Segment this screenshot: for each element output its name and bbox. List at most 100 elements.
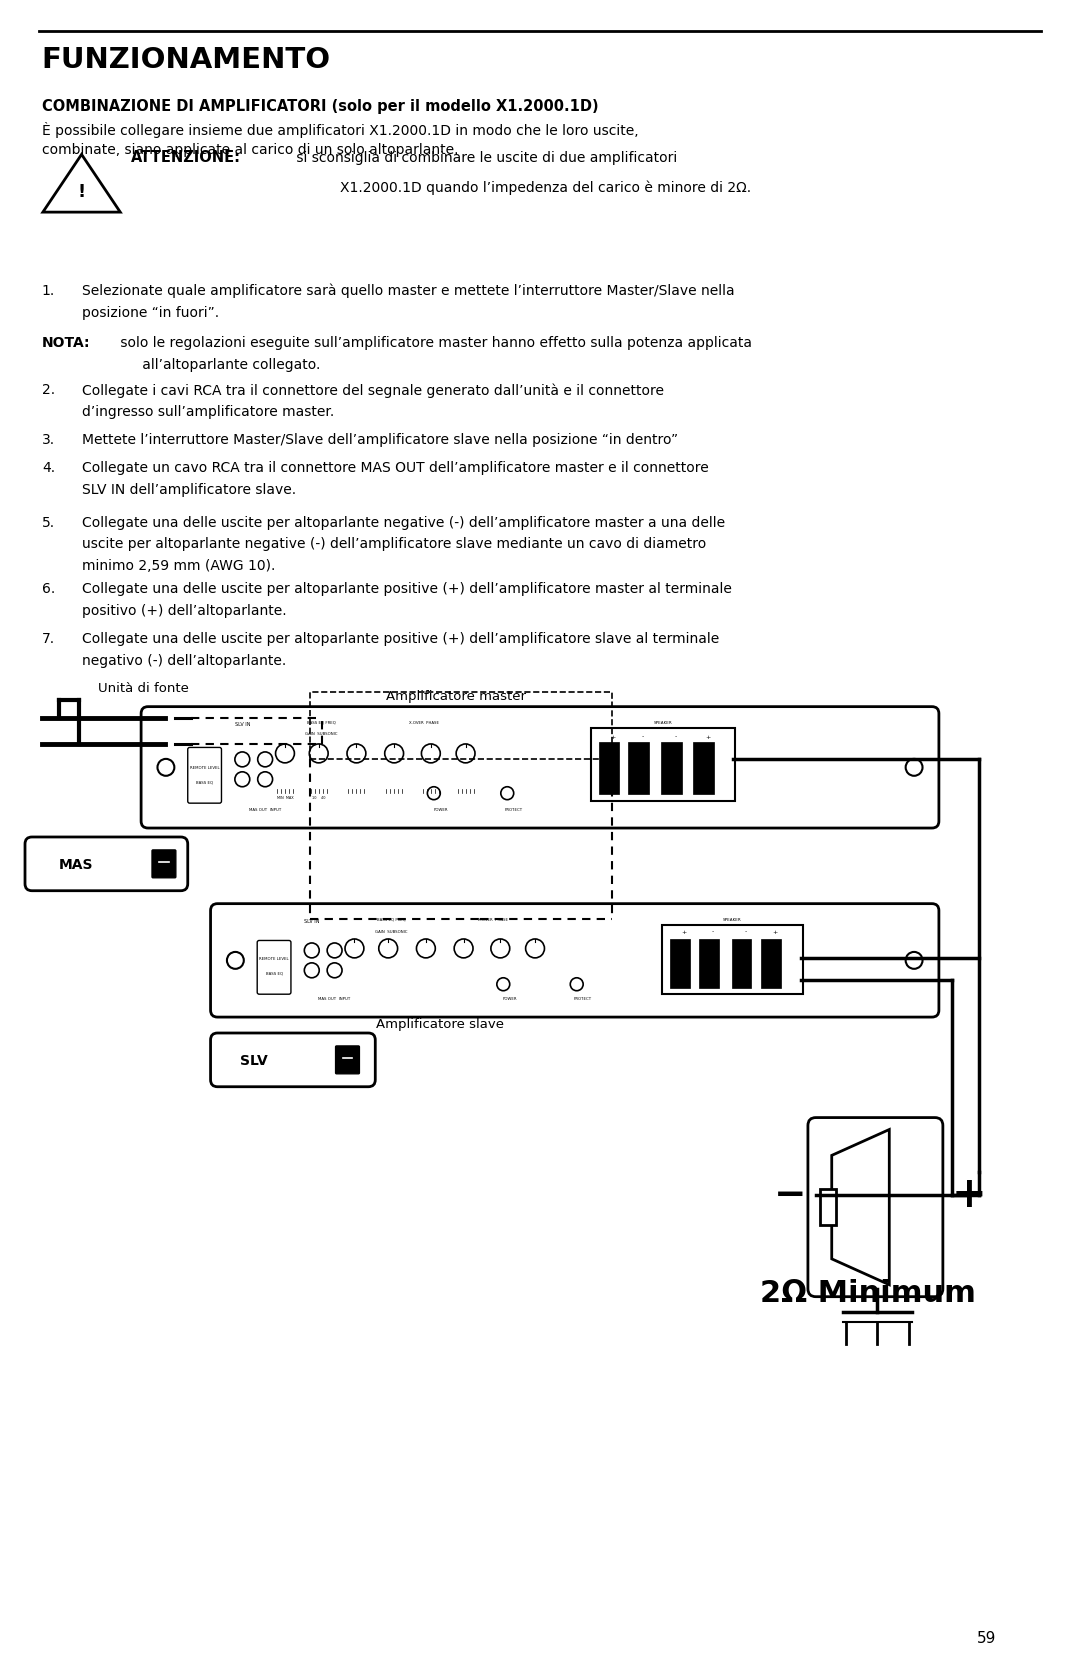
Text: 2.: 2.	[42, 384, 55, 397]
Text: posizione “in fuori”.: posizione “in fuori”.	[82, 305, 218, 320]
FancyBboxPatch shape	[188, 748, 221, 803]
Text: MAS OUT  INPUT: MAS OUT INPUT	[249, 808, 281, 813]
Circle shape	[258, 753, 272, 766]
FancyBboxPatch shape	[147, 709, 177, 724]
Text: Collegate una delle uscite per altoparlante positive (+) dell’amplificatore mast: Collegate una delle uscite per altoparla…	[82, 582, 731, 596]
FancyBboxPatch shape	[591, 728, 735, 801]
Text: Unità di fonte: Unità di fonte	[98, 681, 189, 694]
Circle shape	[327, 943, 342, 958]
Text: MIN  MAX: MIN MAX	[276, 796, 294, 799]
Text: POWER: POWER	[433, 808, 448, 813]
Text: SPEAKER: SPEAKER	[724, 918, 742, 921]
Text: solo le regolazioni eseguite sull’amplificatore master hanno effetto sulla poten: solo le regolazioni eseguite sull’amplif…	[117, 337, 753, 350]
Circle shape	[227, 951, 244, 968]
Text: 5.: 5.	[42, 516, 55, 529]
FancyBboxPatch shape	[211, 903, 939, 1016]
Text: 10    40: 10 40	[312, 796, 325, 799]
Text: si sconsiglia di combinare le uscite di due amplificatori: si sconsiglia di combinare le uscite di …	[292, 152, 677, 165]
FancyBboxPatch shape	[808, 1118, 943, 1297]
Circle shape	[906, 951, 922, 968]
Text: -: -	[712, 930, 714, 935]
Text: 7.: 7.	[42, 633, 55, 646]
Text: SLV IN dell’amplificatore slave.: SLV IN dell’amplificatore slave.	[82, 482, 296, 497]
Text: NOTA:: NOTA:	[42, 337, 91, 350]
Circle shape	[345, 940, 364, 958]
Text: REMOTE LEVEL: REMOTE LEVEL	[190, 766, 219, 771]
Text: MAS: MAS	[58, 858, 93, 873]
Text: SPEAKER: SPEAKER	[653, 721, 673, 724]
Text: uscite per altoparlante negative (-) dell’amplificatore slave mediante un cavo d: uscite per altoparlante negative (-) del…	[82, 537, 706, 551]
Circle shape	[421, 744, 441, 763]
Text: -: -	[744, 930, 746, 935]
Text: Selezionate quale amplificatore sarà quello master e mettete l’interruttore Mast: Selezionate quale amplificatore sarà que…	[82, 284, 734, 299]
Text: Collegate i cavi RCA tra il connettore del segnale generato dall’unità e il conn: Collegate i cavi RCA tra il connettore d…	[82, 384, 663, 397]
Text: -: -	[643, 734, 645, 739]
Text: X-OVER  PHASE: X-OVER PHASE	[478, 918, 509, 921]
Circle shape	[234, 753, 249, 766]
FancyBboxPatch shape	[147, 738, 177, 753]
Polygon shape	[832, 1130, 889, 1285]
Text: Amplificatore master: Amplificatore master	[387, 689, 526, 703]
Circle shape	[417, 940, 435, 958]
Circle shape	[497, 978, 510, 991]
Text: SLV: SLV	[241, 1055, 268, 1068]
Text: -: -	[675, 734, 677, 739]
FancyBboxPatch shape	[257, 940, 291, 995]
Text: minimo 2,59 mm (AWG 10).: minimo 2,59 mm (AWG 10).	[82, 559, 275, 574]
Circle shape	[379, 940, 397, 958]
Text: ATTENZIONE:: ATTENZIONE:	[131, 150, 241, 165]
FancyBboxPatch shape	[661, 743, 681, 794]
Text: 6.: 6.	[42, 582, 55, 596]
Circle shape	[347, 744, 366, 763]
Text: d’ingresso sull’amplificatore master.: d’ingresso sull’amplificatore master.	[82, 406, 334, 419]
Circle shape	[384, 744, 404, 763]
FancyBboxPatch shape	[336, 1046, 360, 1073]
Text: SLV IN: SLV IN	[305, 918, 320, 923]
Text: GAIN  SUBSONIC: GAIN SUBSONIC	[375, 930, 407, 933]
Circle shape	[526, 940, 544, 958]
Text: BASS EQ FREQ: BASS EQ FREQ	[308, 721, 336, 724]
Text: 59: 59	[976, 1631, 996, 1646]
FancyBboxPatch shape	[699, 940, 718, 988]
Circle shape	[234, 771, 249, 786]
Text: SLV IN: SLV IN	[234, 721, 251, 726]
Text: +: +	[772, 930, 778, 935]
Text: −: −	[773, 1177, 807, 1213]
Text: Collegate una delle uscite per altoparlante negative (-) dell’amplificatore mast: Collegate una delle uscite per altoparla…	[82, 516, 725, 529]
FancyBboxPatch shape	[761, 940, 781, 988]
Circle shape	[491, 940, 510, 958]
Text: Collegate una delle uscite per altoparlante positive (+) dell’amplificatore slav: Collegate una delle uscite per altoparla…	[82, 633, 719, 646]
Text: +: +	[681, 930, 687, 935]
Text: POWER: POWER	[503, 996, 517, 1001]
Text: BASS EQ: BASS EQ	[266, 971, 283, 975]
Circle shape	[455, 940, 473, 958]
Circle shape	[456, 744, 475, 763]
Text: 3.: 3.	[42, 432, 55, 447]
Circle shape	[275, 744, 295, 763]
Text: 1.: 1.	[42, 284, 55, 297]
FancyBboxPatch shape	[141, 706, 939, 828]
Text: +: +	[951, 1175, 986, 1217]
Text: Amplificatore slave: Amplificatore slave	[376, 1018, 504, 1031]
FancyBboxPatch shape	[692, 743, 714, 794]
Text: È possibile collegare insieme due amplificatori X1.2000.1D in modo che le loro u: È possibile collegare insieme due amplif…	[42, 122, 638, 137]
Text: 4.: 4.	[42, 461, 55, 476]
Circle shape	[327, 963, 342, 978]
Text: X1.2000.1D quando l’impedenza del carico è minore di 2Ω.: X1.2000.1D quando l’impedenza del carico…	[339, 180, 751, 195]
FancyBboxPatch shape	[598, 743, 620, 794]
Circle shape	[428, 786, 441, 799]
Text: combinate, siano applicate al carico di un solo altoparlante.: combinate, siano applicate al carico di …	[42, 144, 458, 157]
FancyBboxPatch shape	[662, 925, 802, 995]
Text: PROTECT: PROTECT	[504, 808, 523, 813]
Circle shape	[501, 786, 514, 799]
Text: X-OVER  PHASE: X-OVER PHASE	[409, 721, 438, 724]
Text: +: +	[705, 734, 711, 739]
Text: 2Ω Minimum: 2Ω Minimum	[760, 1278, 976, 1307]
Text: positivo (+) dell’altoparlante.: positivo (+) dell’altoparlante.	[82, 604, 286, 618]
Circle shape	[305, 963, 320, 978]
Circle shape	[570, 978, 583, 991]
Circle shape	[906, 759, 922, 776]
Text: Mettete l’interruttore Master/Slave dell’amplificatore slave nella posizione “in: Mettete l’interruttore Master/Slave dell…	[82, 432, 677, 447]
Circle shape	[258, 771, 272, 786]
Text: !: !	[78, 184, 85, 202]
